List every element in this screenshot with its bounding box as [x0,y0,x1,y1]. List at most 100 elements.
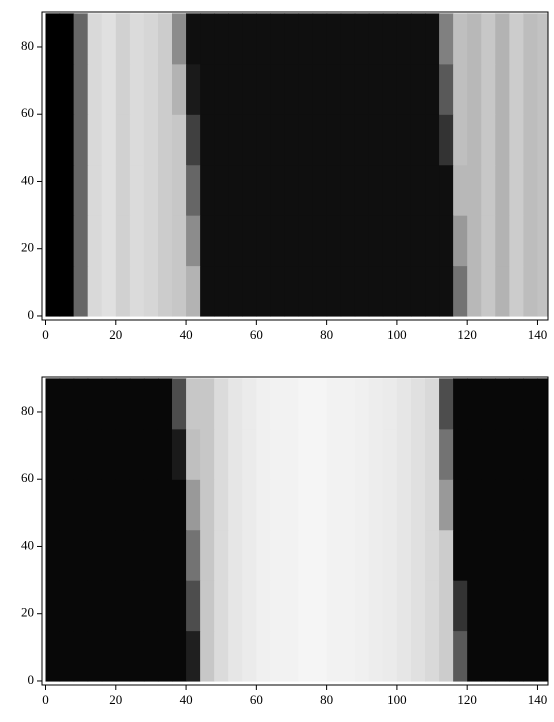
cell [186,265,201,317]
cell [101,63,117,115]
cell [439,13,454,65]
cell [256,114,272,166]
cell [340,63,356,115]
cell [87,479,103,531]
cell [396,114,412,166]
cell [87,529,103,581]
cell [509,479,525,531]
cell [115,529,131,581]
x-tick-label: 0 [42,692,49,707]
cell [439,580,454,632]
cell [143,580,159,632]
panel: 0 20 40 60 80 100 120 140 0 20 40 60 80 [21,11,549,342]
cell [87,13,103,65]
cell [453,215,468,267]
cell [284,428,300,480]
cell [242,479,257,531]
cell [228,479,243,531]
heatmap [45,13,548,317]
x-tick-label: 20 [109,692,122,707]
x-tick-label: 60 [250,327,263,342]
cell [495,428,510,480]
cell [87,265,103,317]
cell [87,378,103,430]
cell [396,529,412,581]
cell [396,580,412,632]
cell [101,13,117,65]
cell [481,215,496,267]
cell [410,580,426,632]
cell [73,580,89,632]
cell [382,479,398,531]
cell [242,215,257,267]
cell [481,630,496,682]
cell [73,63,89,115]
cell [340,215,356,267]
x-tick-label: 40 [180,327,193,342]
cell [425,265,440,317]
cell [382,529,398,581]
cell [59,265,75,317]
cell [396,13,412,65]
cell [270,529,286,581]
cell [214,529,229,581]
cell [495,215,510,267]
cell [59,164,75,216]
cell [481,428,496,480]
y-tick-label: 0 [28,672,35,687]
cell [214,580,229,632]
cell [73,265,89,317]
cell [312,13,328,65]
cell [439,428,454,480]
x-tick-label: 0 [42,327,49,342]
cell [467,479,482,531]
cell [45,428,61,480]
cell [495,164,510,216]
cell [298,479,314,531]
cell [284,479,300,531]
cell [129,215,145,267]
cell [425,215,440,267]
cell [45,13,61,65]
cell [495,630,510,682]
cell [509,265,525,317]
cell [340,114,356,166]
cell [284,114,300,166]
cell [354,479,370,531]
cell [453,479,468,531]
cell [256,378,272,430]
x-tick-label: 60 [250,692,263,707]
cell [73,479,89,531]
x-tick-label: 140 [528,327,548,342]
cell [157,529,173,581]
cell [172,164,187,216]
cell [186,630,201,682]
cell [467,428,482,480]
cell [340,13,356,65]
cell [396,428,412,480]
cell [87,428,103,480]
cell [200,580,215,632]
cell [396,265,412,317]
y-tick-label: 0 [28,307,35,322]
cell [270,378,286,430]
cell [439,114,454,166]
cell [186,164,201,216]
x-tick-label: 40 [180,692,193,707]
cell [73,215,89,267]
cell [228,164,243,216]
cell [228,428,243,480]
cell [129,580,145,632]
cell [200,63,215,115]
cell [312,378,328,430]
cell [101,529,117,581]
cell [354,630,370,682]
cell [453,265,468,317]
cell [256,215,272,267]
cell [439,265,454,317]
cell [523,580,539,632]
cell [87,215,103,267]
cell [242,630,257,682]
cell [101,164,117,216]
cell [509,630,525,682]
